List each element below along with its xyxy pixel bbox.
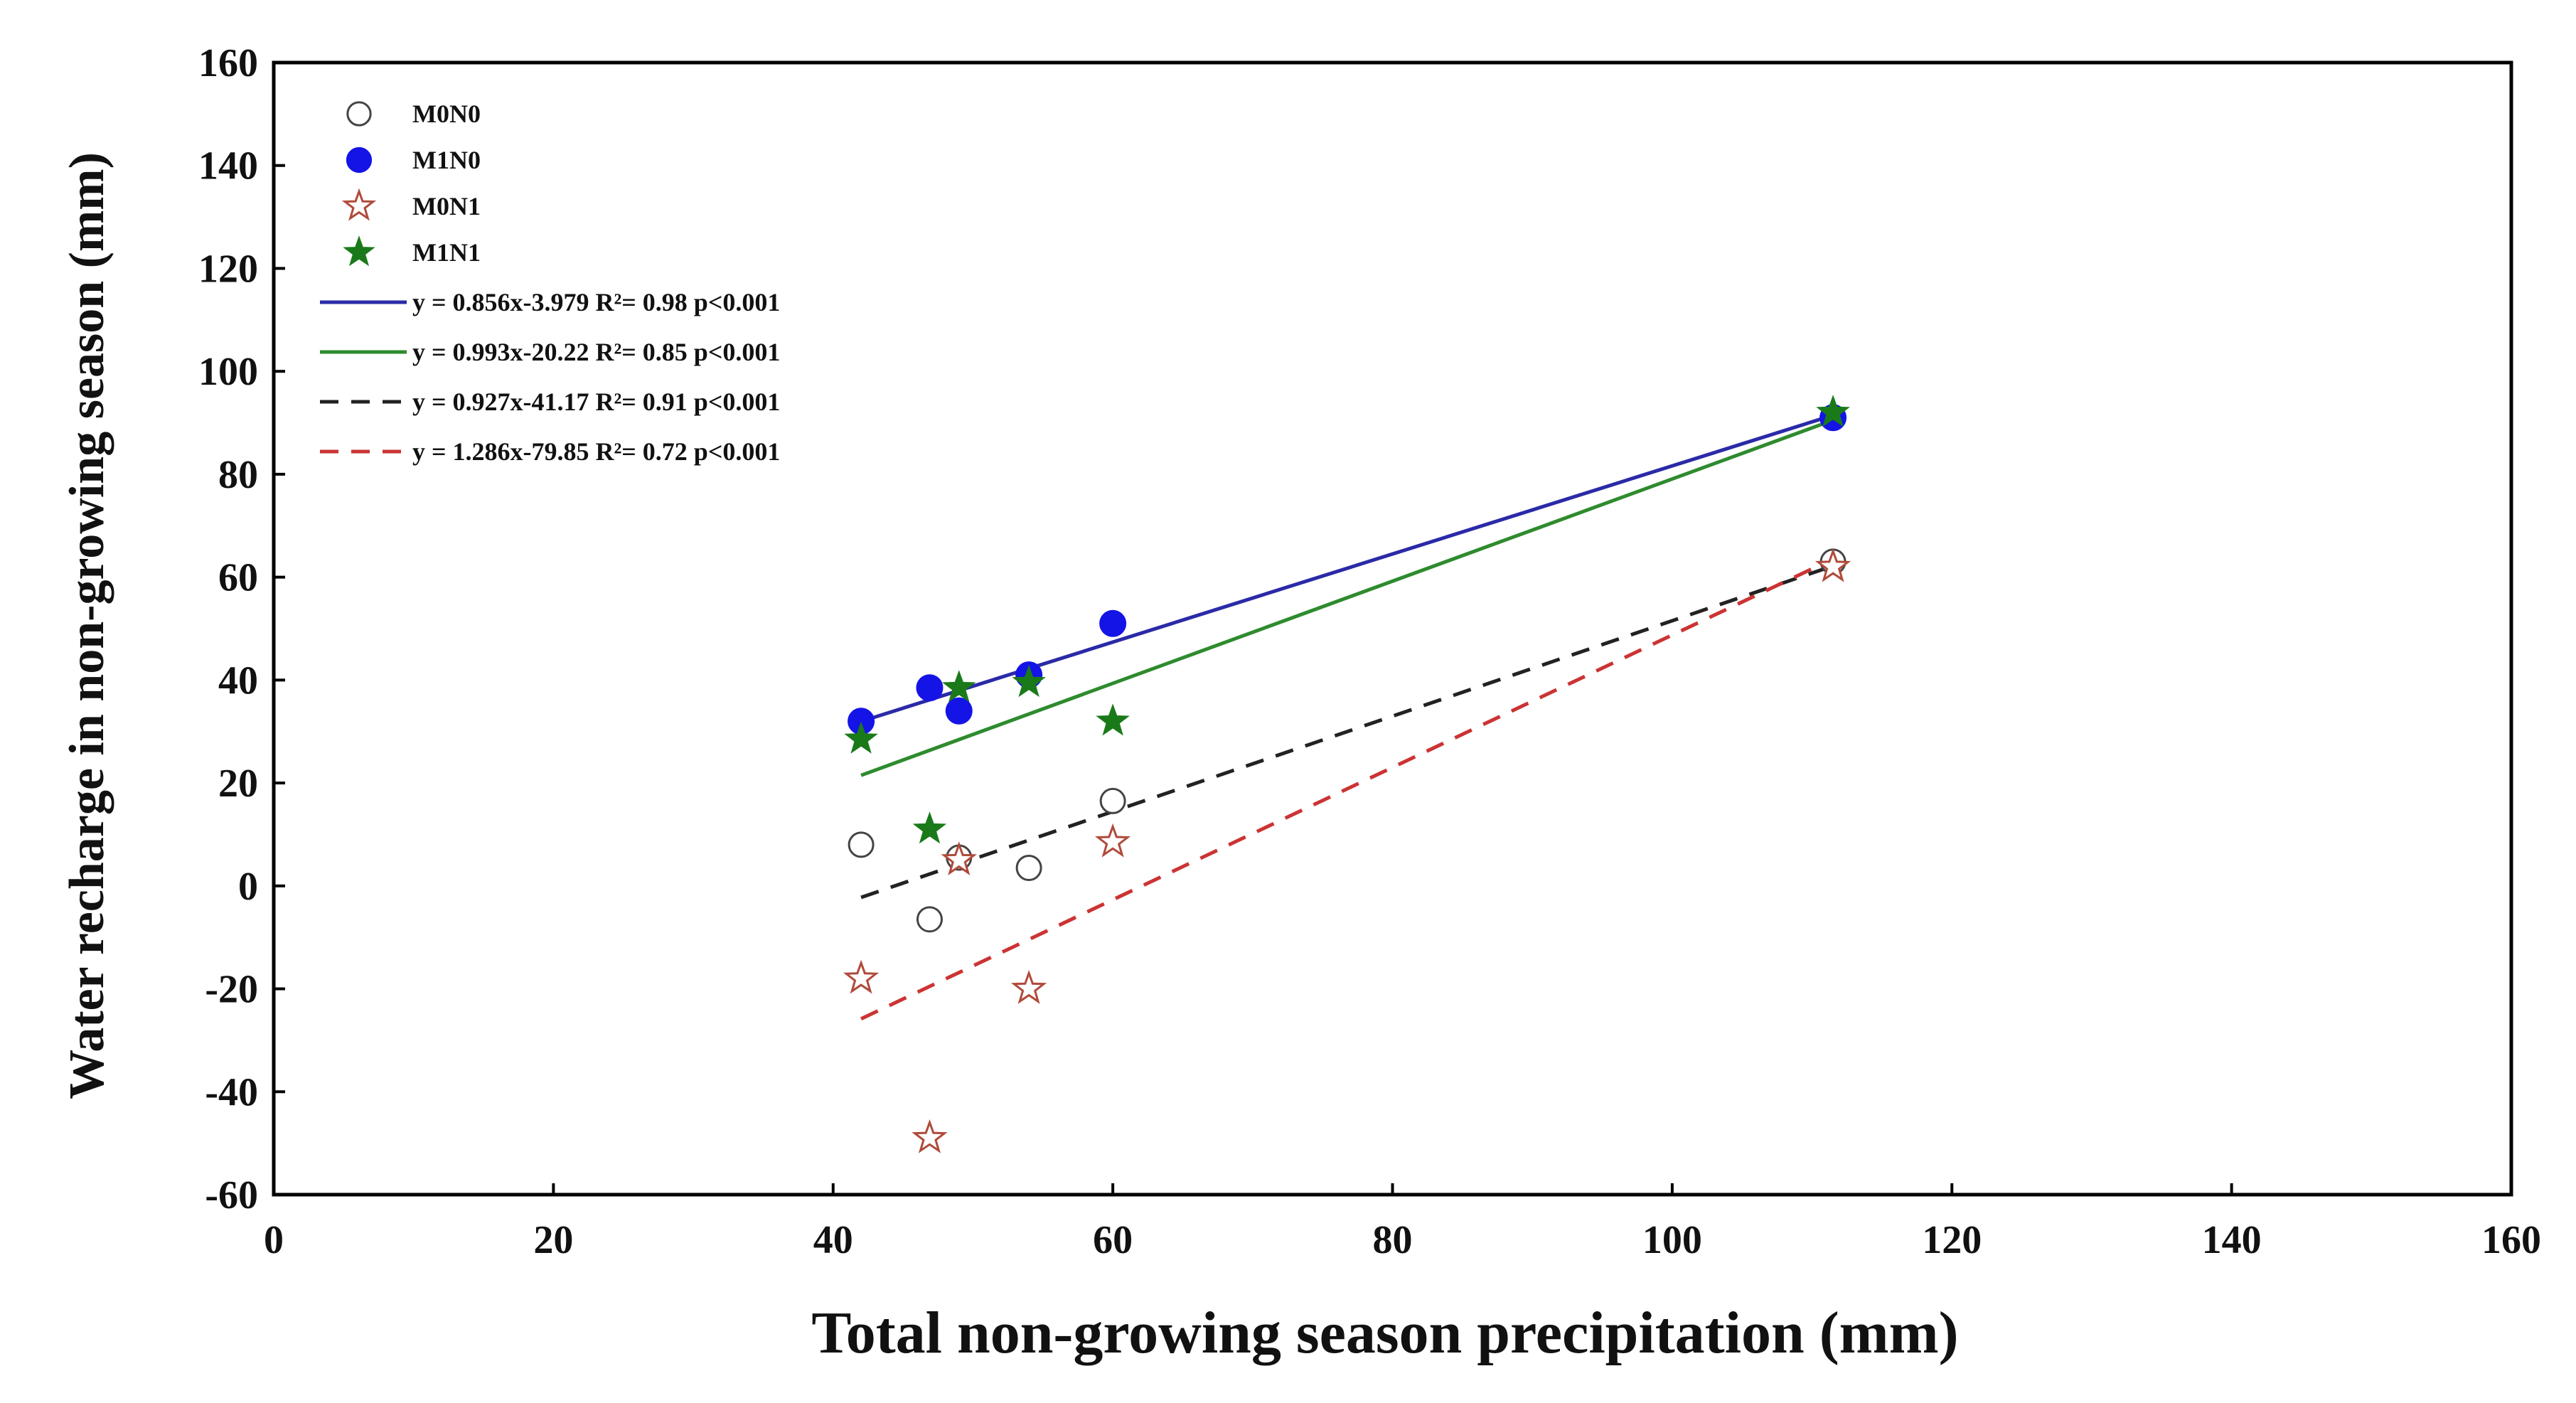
data-point-M1N0 — [945, 697, 973, 725]
x-tick-label: 20 — [533, 1218, 573, 1262]
x-tick-label: 100 — [1642, 1218, 1702, 1262]
x-tick-label: 60 — [1093, 1218, 1133, 1262]
plot-area: 0 20 40 60 80 100 120 140 160 -60 -40 -20 0 20 40 60 80… — [198, 41, 2541, 1262]
y-tick-label: -40 — [205, 1070, 258, 1114]
legend-fit-label: y = 1.286x-79.85 R²= 0.72 p<0.001 — [412, 437, 780, 466]
y-tick-label: -60 — [205, 1173, 258, 1217]
data-point-M0N1 — [1010, 970, 1047, 1004]
legend-item-fit-1: y = 0.856x-3.979 R²= 0.98 p<0.001 — [320, 288, 780, 316]
data-point-M0N0 — [1099, 787, 1126, 814]
series-M1N1 — [844, 395, 1850, 844]
legend-item-fit-4: y = 1.286x-79.85 R²= 0.72 p<0.001 — [320, 437, 780, 466]
fit-line-1 — [860, 413, 1834, 723]
fit-line-2 — [860, 418, 1834, 777]
data-point-M1N1 — [1012, 665, 1046, 698]
legend-item-fit-3: y = 0.927x-41.17 R²= 0.91 p<0.001 — [320, 388, 780, 416]
data-point-M0N1 — [912, 1119, 948, 1153]
x-tick-label: 0 — [264, 1218, 284, 1262]
data-point-M0N1 — [941, 841, 977, 876]
y-tick-label: 60 — [218, 556, 258, 600]
legend-item-M0N1: M0N1 — [341, 188, 481, 221]
legend-label: M0N0 — [412, 100, 481, 128]
y-tick-label: 20 — [218, 762, 258, 806]
fit-line-4 — [860, 557, 1834, 1021]
y-tick-label: 40 — [218, 658, 258, 703]
x-axis: 0 20 40 60 80 100 120 140 160 — [264, 1183, 2541, 1262]
legend-item-M0N0: M0N0 — [346, 100, 481, 128]
data-point-M0N1 — [843, 959, 880, 994]
y-tick-label: 80 — [218, 453, 258, 497]
data-point-M0N0 — [1015, 854, 1042, 881]
legend-marker-M1N1 — [343, 235, 375, 267]
data-point-M1N1 — [941, 670, 976, 703]
data-point-M1N1 — [1816, 395, 1850, 427]
x-tick-label: 120 — [1922, 1218, 1982, 1262]
x-tick-label: 80 — [1373, 1218, 1413, 1262]
y-tick-label: 0 — [238, 865, 258, 909]
legend-item-M1N0: M1N0 — [346, 146, 481, 174]
legend: M0N0 M1N0 M0N1 M1N1 y = 0.856x-3.979 R²= 0.9… — [320, 100, 780, 466]
x-tick-label: 140 — [2202, 1218, 2262, 1262]
data-point-M1N1 — [844, 721, 878, 754]
data-point-M1N0 — [1099, 609, 1127, 637]
x-tick-label: 160 — [2481, 1218, 2541, 1262]
legend-fit-label: y = 0.993x-20.22 R²= 0.85 p<0.001 — [412, 338, 780, 366]
legend-item-fit-2: y = 0.993x-20.22 R²= 0.85 p<0.001 — [320, 338, 780, 366]
legend-fit-label: y = 0.927x-41.17 R²= 0.91 p<0.001 — [412, 388, 780, 416]
data-point-M1N1 — [912, 811, 947, 844]
legend-label: M1N1 — [412, 238, 481, 267]
legend-item-M1N1: M1N1 — [343, 235, 481, 267]
legend-label: M1N0 — [412, 146, 481, 174]
y-tick-label: 140 — [198, 144, 258, 188]
data-point-M1N1 — [1096, 703, 1130, 736]
data-point-M0N1 — [1815, 548, 1851, 582]
fit-line-3 — [860, 564, 1834, 900]
legend-marker-M0N1 — [341, 188, 377, 221]
x-axis-title: Total non-growing season precipitation (… — [811, 1300, 1958, 1366]
y-axis-title: Water recharge in non-growing season (mm… — [60, 152, 114, 1099]
data-point-M0N0 — [848, 831, 875, 858]
data-markers — [843, 395, 1851, 1153]
data-point-M1N0 — [916, 674, 944, 702]
y-tick-label: -20 — [205, 968, 258, 1012]
legend-marker-M0N0 — [346, 101, 372, 127]
data-point-M0N1 — [1094, 823, 1131, 858]
y-tick-label: 160 — [198, 41, 258, 85]
legend-label: M0N1 — [412, 192, 481, 220]
legend-marker-M1N0 — [346, 146, 373, 174]
y-tick-label: 120 — [198, 247, 258, 291]
regression-lines — [860, 413, 1834, 1021]
plot-frame — [272, 60, 2513, 1197]
legend-fit-label: y = 0.856x-3.979 R²= 0.98 p<0.001 — [412, 288, 780, 316]
data-point-M0N0 — [916, 906, 943, 933]
y-tick-label: 100 — [198, 350, 258, 394]
x-tick-label: 40 — [813, 1218, 853, 1262]
series-M0N1 — [843, 548, 1851, 1153]
series-M0N0 — [848, 548, 1847, 933]
y-axis: -60 -40 -20 0 20 40 60 80 100 120 140 160 — [198, 41, 285, 1217]
